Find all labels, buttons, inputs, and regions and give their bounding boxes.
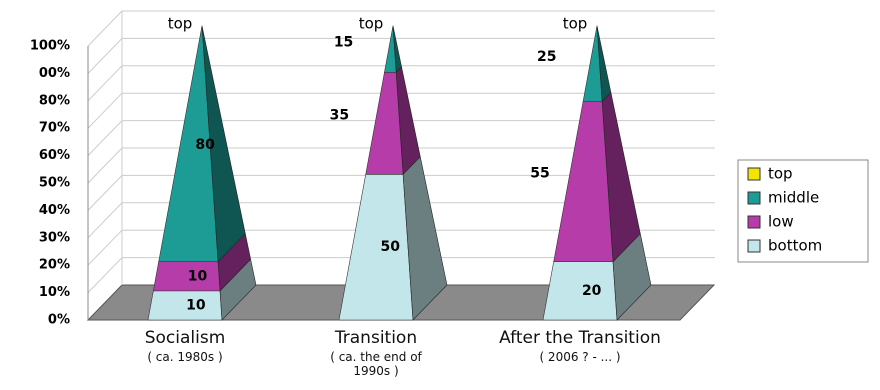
pyramid-segment bbox=[582, 27, 612, 103]
pyramid-segment bbox=[553, 91, 641, 263]
y-tick-label: 00% bbox=[39, 66, 70, 81]
category-note: ( ca. 1980s ) bbox=[147, 350, 223, 364]
pyramid-segment bbox=[596, 25, 598, 30]
legend-label: bottom bbox=[768, 237, 822, 255]
legend-swatch bbox=[747, 167, 761, 181]
segment-shade bbox=[202, 28, 246, 262]
segment-front bbox=[147, 290, 223, 321]
segment-side bbox=[201, 25, 203, 30]
legend-label: top bbox=[768, 165, 793, 183]
category-label: Transition bbox=[334, 328, 418, 348]
data-label: 35 bbox=[330, 107, 349, 123]
y-tick-label: 20% bbox=[39, 258, 70, 273]
legend-swatch bbox=[747, 191, 761, 205]
category-label: Socialism bbox=[144, 328, 226, 348]
segment-front bbox=[542, 261, 618, 321]
segment-front bbox=[152, 261, 221, 292]
segment-shade bbox=[396, 66, 421, 175]
y-tick-label: 50% bbox=[39, 176, 70, 191]
segment-shade bbox=[602, 92, 641, 262]
legend-label: low bbox=[768, 213, 794, 231]
y-tick-label: 10% bbox=[39, 285, 70, 300]
top-label: top bbox=[168, 15, 193, 33]
top-label: top bbox=[359, 15, 384, 33]
data-label: 10 bbox=[188, 268, 208, 284]
pyramid-segment bbox=[542, 233, 652, 321]
data-label: 15 bbox=[334, 35, 353, 51]
segment-shade bbox=[220, 259, 256, 320]
pyramid-segment bbox=[201, 25, 203, 30]
pyramid-segment bbox=[152, 233, 251, 292]
data-label: 10 bbox=[186, 297, 206, 313]
category-note: ( 2006 ? - ... ) bbox=[539, 350, 621, 364]
category: After the Transition ( 2006 ? - ... ) bbox=[480, 328, 680, 364]
segment-shade bbox=[613, 233, 651, 320]
pyramid-segment bbox=[384, 27, 402, 74]
y-tick-label: 30% bbox=[39, 230, 70, 245]
category: Transition( ca. the end of 1990s ) bbox=[276, 328, 476, 378]
data-label: 50 bbox=[380, 239, 400, 255]
segment-shade bbox=[597, 25, 598, 29]
legend-swatch bbox=[747, 215, 761, 229]
segment-shade bbox=[403, 156, 447, 320]
category-note: ( ca. the end of 1990s ) bbox=[330, 350, 422, 378]
data-label: 20 bbox=[582, 283, 602, 299]
pyramid-segment bbox=[338, 156, 448, 321]
segment-shade bbox=[218, 233, 251, 291]
segment-shade bbox=[202, 25, 203, 29]
pyramid-segment bbox=[158, 27, 246, 263]
y-tick-label: 100% bbox=[30, 39, 70, 54]
y-tick-label: 80% bbox=[39, 93, 70, 108]
y-tick-label: 0% bbox=[48, 313, 70, 328]
legend-label: middle bbox=[768, 189, 819, 207]
data-label: 55 bbox=[530, 166, 549, 182]
legend-swatch bbox=[747, 239, 761, 253]
category-label: After the Transition bbox=[499, 328, 661, 348]
segment-front bbox=[338, 174, 414, 321]
y-tick-label: 60% bbox=[39, 148, 70, 163]
data-label: 25 bbox=[537, 49, 556, 65]
y-tick-label: 40% bbox=[39, 203, 70, 218]
data-label: 80 bbox=[195, 137, 215, 153]
category: Socialism ( ca. 1980s ) bbox=[85, 328, 285, 364]
segment-shade bbox=[597, 28, 611, 102]
top-label: top bbox=[563, 15, 588, 33]
pyramid-segment bbox=[147, 258, 257, 321]
pyramid-segment bbox=[392, 25, 394, 30]
segment-side bbox=[392, 25, 394, 30]
pyramid-segment bbox=[365, 66, 421, 176]
y-tick-label: 70% bbox=[39, 121, 70, 136]
segment-side bbox=[596, 25, 598, 30]
segment-shade bbox=[393, 28, 402, 73]
segment-shade bbox=[393, 25, 394, 29]
